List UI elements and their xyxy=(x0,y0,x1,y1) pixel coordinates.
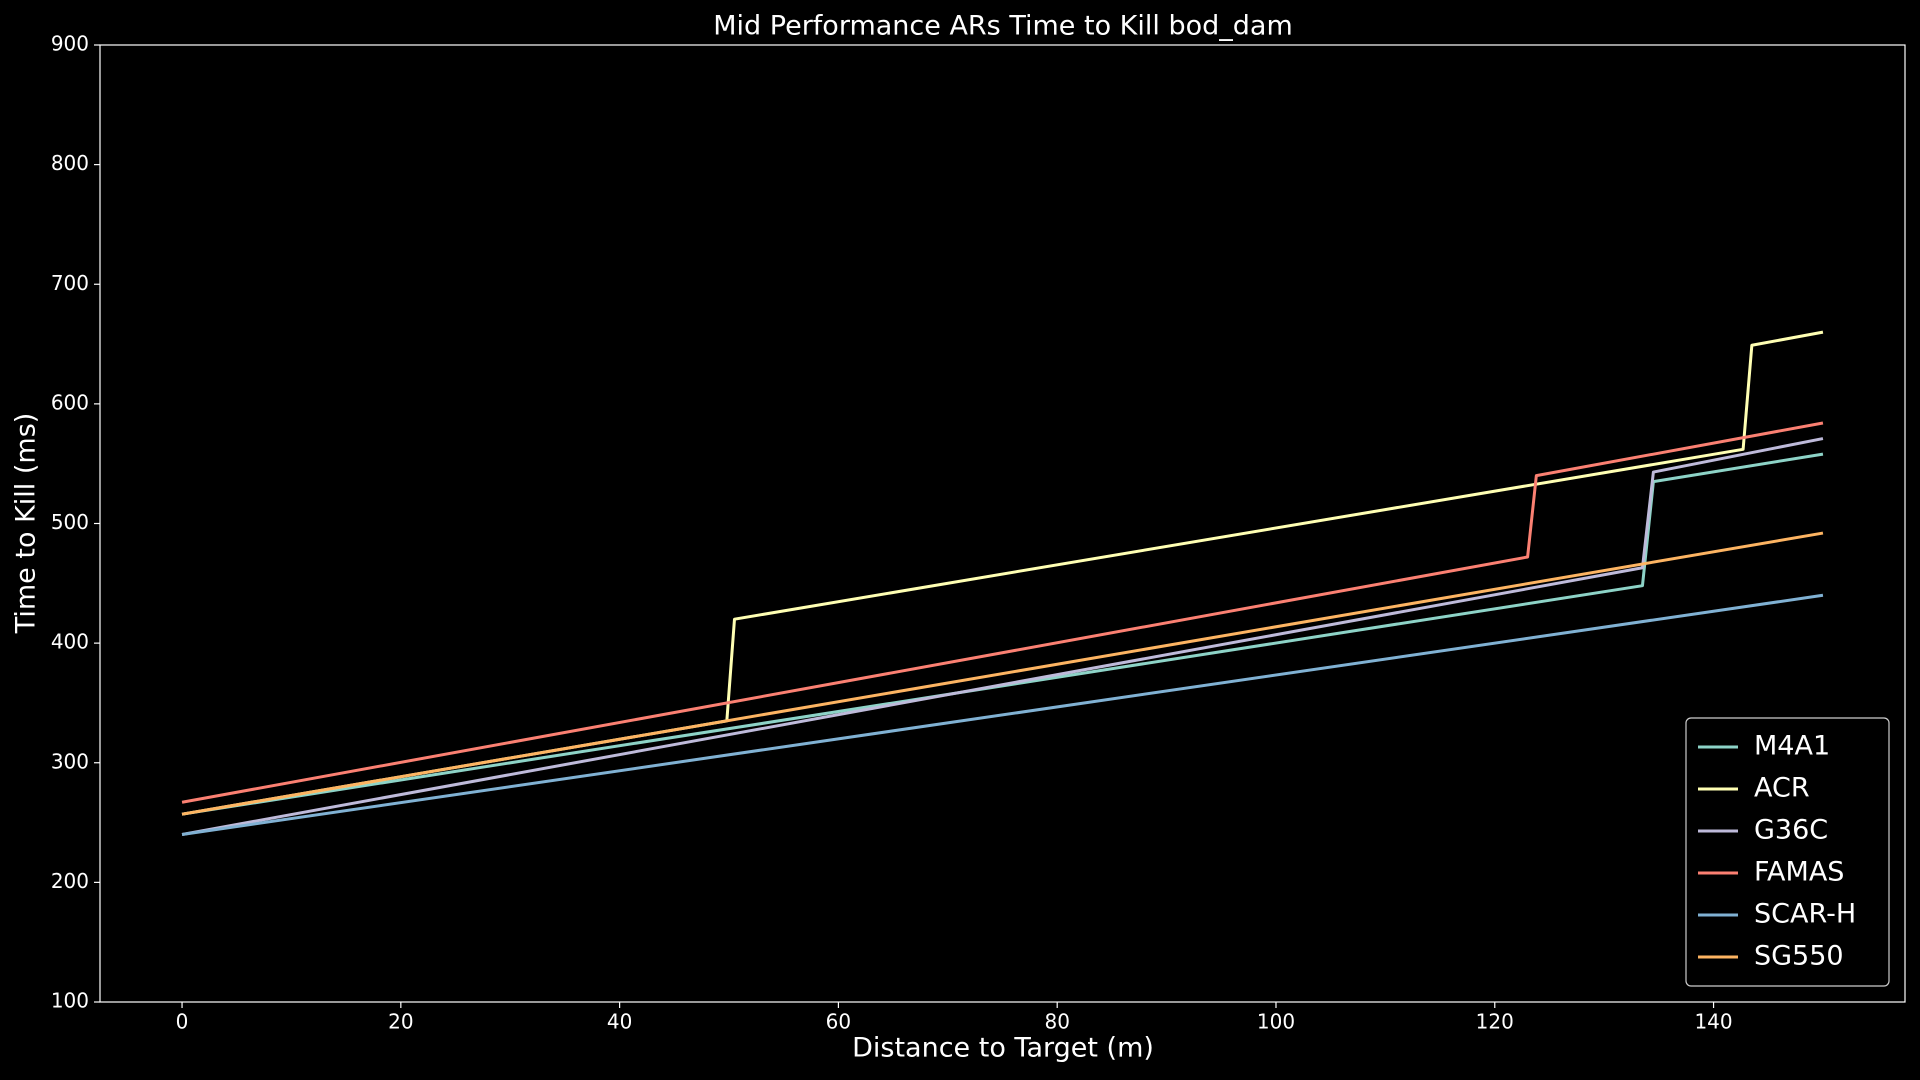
legend-label: ACR xyxy=(1754,773,1810,804)
y-tick-label: 700 xyxy=(51,271,89,295)
series-line xyxy=(181,421,1824,804)
plot-frame xyxy=(99,44,1906,1003)
x-tick-label: 60 xyxy=(826,1010,851,1034)
x-tick-label: 140 xyxy=(1694,1010,1732,1034)
y-tick-label: 200 xyxy=(51,869,89,893)
x-tick-label: 40 xyxy=(607,1010,632,1034)
series-line xyxy=(181,330,1824,816)
y-tick-label: 500 xyxy=(51,510,89,534)
legend-label: G36C xyxy=(1754,815,1828,846)
y-tick-label: 600 xyxy=(51,390,89,414)
chart-title: Mid Performance ARs Time to Kill bod_dam xyxy=(713,11,1293,42)
y-tick-label: 400 xyxy=(51,630,89,654)
series-line xyxy=(181,452,1824,816)
x-tick-label: 120 xyxy=(1476,1010,1514,1034)
y-tick-label: 900 xyxy=(51,32,89,56)
x-axis-label: Distance to Target (m) xyxy=(852,1033,1154,1064)
series-line xyxy=(181,531,1824,816)
legend-box xyxy=(1685,717,1890,987)
y-tick-label: 100 xyxy=(51,989,89,1013)
x-tick-label: 100 xyxy=(1257,1010,1295,1034)
series-line xyxy=(181,437,1824,837)
legend: M4A1 ACR G36C FAMAS SCAR-H SG550 xyxy=(1685,717,1890,987)
series-line xyxy=(181,593,1824,837)
y-axis-label: Time to Kill (ms) xyxy=(11,413,42,635)
x-tick-label: 0 xyxy=(176,1010,189,1034)
legend-label: M4A1 xyxy=(1754,731,1830,762)
legend-label: FAMAS xyxy=(1754,857,1844,888)
legend-label: SCAR-H xyxy=(1754,899,1856,930)
y-tick-label: 300 xyxy=(51,749,89,773)
legend-label: SG550 xyxy=(1754,941,1844,972)
y-tick-label: 800 xyxy=(51,151,89,175)
x-tick-label: 80 xyxy=(1044,1010,1069,1034)
x-tick-label: 20 xyxy=(388,1010,413,1034)
